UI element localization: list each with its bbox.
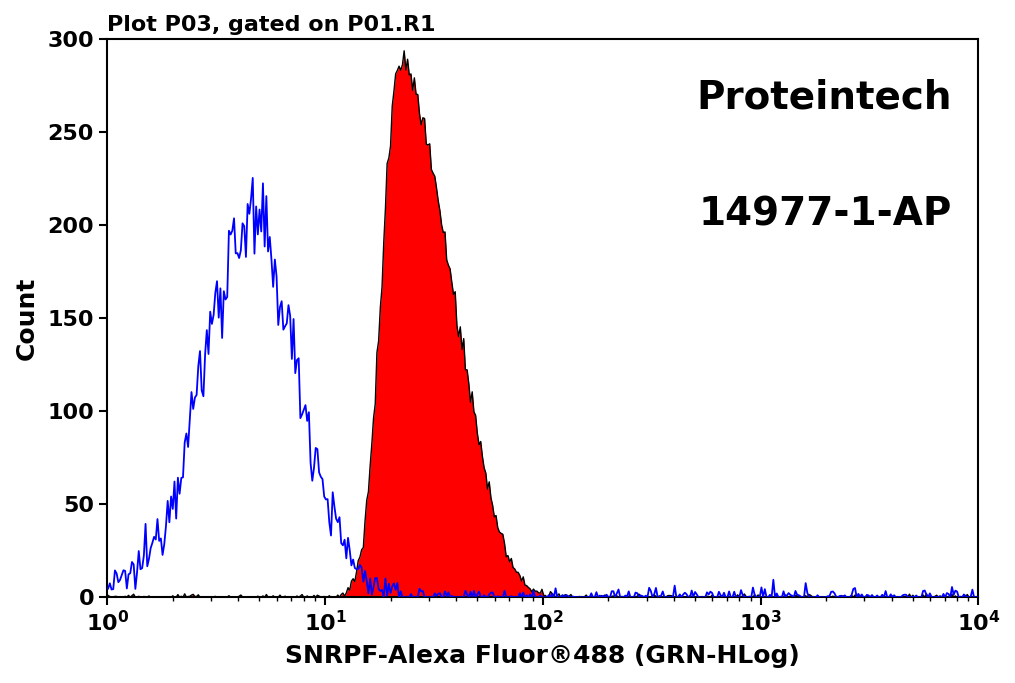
Text: Proteintech: Proteintech — [696, 79, 952, 116]
Text: 14977-1-AP: 14977-1-AP — [699, 195, 952, 234]
Text: Plot P03, gated on P01.R1: Plot P03, gated on P01.R1 — [108, 15, 435, 35]
X-axis label: SNRPF-Alexa Fluor®488 (GRN-HLog): SNRPF-Alexa Fluor®488 (GRN-HLog) — [285, 644, 800, 668]
Y-axis label: Count: Count — [15, 277, 39, 360]
